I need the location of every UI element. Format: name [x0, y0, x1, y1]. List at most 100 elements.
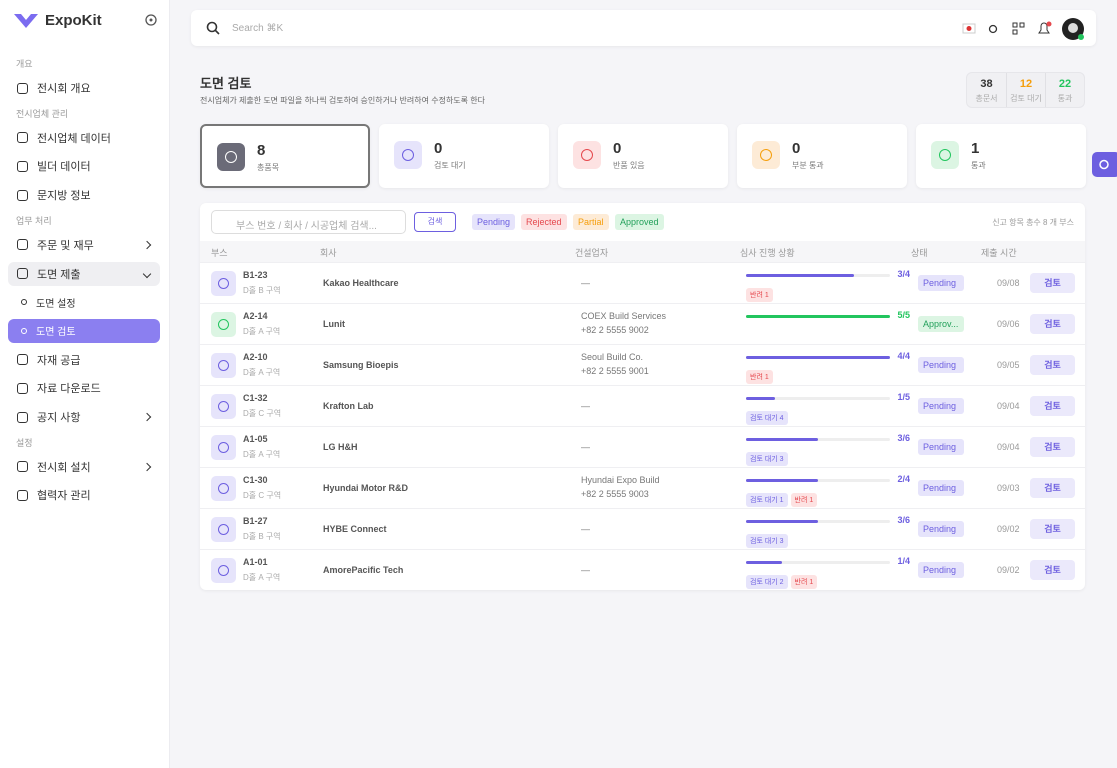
nav-item[interactable]: 전시회 개요 [8, 76, 160, 100]
progress-track [746, 561, 890, 564]
progress-bar [746, 479, 818, 482]
nav-item[interactable]: 도면 설정 [8, 290, 160, 314]
progress-track [746, 438, 890, 441]
search-icon [206, 21, 220, 35]
stat-card: 0 반품 있음 [558, 124, 728, 188]
date: 09/02 [997, 524, 1020, 534]
table-row: A2-14 D홀 A 구역 Lunit COEX Build Services +82 … [200, 303, 1085, 344]
tag: 반려 1 [790, 493, 818, 507]
topbar: Search ⌘K [191, 10, 1096, 46]
column-header: 심사 진행 상황 [740, 248, 795, 258]
builder: — [581, 565, 590, 575]
status: Pending [918, 439, 964, 455]
nav-label: 전시회 설치 [37, 461, 91, 474]
booth-id: C1-30 [243, 475, 268, 485]
tag: 반려 1 [746, 288, 773, 302]
filter-chip[interactable]: Rejected [521, 214, 567, 230]
stat-card: 0 부분 통과 [737, 124, 907, 188]
nav-item[interactable]: 도면 검토 [8, 318, 160, 343]
progress-label: 3/4 [897, 269, 910, 279]
filter-chip[interactable]: Pending [472, 214, 516, 230]
review-button[interactable]: 검토 [1030, 355, 1075, 375]
column-header: 회사 [320, 248, 337, 258]
search-input[interactable]: Search ⌘K [232, 23, 284, 34]
collapse-button[interactable] [145, 14, 157, 26]
progress-label: 3/6 [897, 433, 910, 443]
status: Pending [918, 357, 964, 373]
tag: 검토 대기 1 [746, 493, 788, 507]
nav-item[interactable]: 자재 공급 [8, 348, 160, 372]
nav-item[interactable]: 협력자 관리 [8, 483, 160, 507]
table-row: B1-27 D홀 B 구역 HYBE Connect — 3/6 검토 대기 3 Pendi… [200, 508, 1085, 549]
nav-item[interactable]: 전시업체 데이터 [8, 126, 160, 150]
column-header: 상태 [911, 248, 928, 258]
booth-id: A1-05 [243, 434, 268, 444]
review-button[interactable]: 검토 [1030, 437, 1075, 457]
tags: 반려 1 [746, 284, 776, 302]
section-title: 설정 [16, 437, 33, 448]
settings-fab[interactable] [1092, 152, 1117, 177]
builder: +82 2 5555 9003 [581, 489, 649, 499]
filter-chip[interactable]: Approved [615, 214, 664, 230]
stat-card: 1 통과 [916, 124, 1086, 188]
progress-label: 5/5 [897, 310, 910, 320]
progress-bar [746, 520, 818, 523]
column-header: 제출 시간 [981, 248, 1017, 258]
builder: — [581, 401, 590, 411]
progress-track [746, 520, 890, 523]
tag: 반려 1 [746, 370, 773, 384]
booth-zone: D홀 A 구역 [243, 450, 281, 459]
nav-label: 협력자 관리 [37, 490, 91, 503]
stat-label: 총품목 [257, 163, 280, 172]
summary-item: 12 검토 대기 [1006, 73, 1045, 107]
nav-item[interactable]: 빌더 데이터 [8, 154, 160, 178]
row-icon [211, 517, 236, 542]
nav-label: 도면 설정 [36, 298, 76, 310]
progress-track [746, 479, 890, 482]
booth-zone: D홀 B 구역 [243, 532, 281, 541]
builder: +82 2 5555 9002 [581, 325, 649, 335]
logo [14, 14, 38, 28]
stat-value: 0 [792, 140, 801, 157]
summary-label: 총문서 [975, 94, 998, 103]
page-title: 도면 검토 [200, 76, 252, 91]
nav-item[interactable]: 전시회 설치 [8, 455, 160, 479]
nav-label: 빌더 데이터 [37, 161, 91, 174]
nav-item[interactable]: 공지 사항 [8, 405, 160, 429]
progress-bar [746, 356, 890, 359]
nav-item[interactable]: 문지방 정보 [8, 183, 160, 207]
stat-icon [752, 141, 780, 169]
nav-label: 전시회 개요 [37, 83, 91, 95]
progress-label: 2/4 [897, 474, 910, 484]
filter-chip[interactable]: Partial [573, 214, 609, 230]
progress-label: 1/4 [897, 556, 910, 566]
row-icon [211, 353, 236, 378]
search-button[interactable]: 검색 [414, 212, 456, 232]
review-button[interactable]: 검토 [1030, 519, 1075, 539]
review-button[interactable]: 검토 [1030, 314, 1075, 334]
company: Krafton Lab [323, 401, 374, 411]
company: Samsung Bioepis [323, 360, 399, 370]
nav-label: 공지 사항 [37, 412, 81, 424]
table-row: C1-30 D홀 C 구역 Hyundai Motor R&D Hyundai Exp… [200, 467, 1085, 508]
booth-id: A2-14 [243, 311, 268, 321]
search-field[interactable]: 부스 번호 / 회사 / 시공업체 검색... [211, 210, 406, 234]
progress-label: 4/4 [897, 351, 910, 361]
stat-icon [573, 141, 601, 169]
progress-bar [746, 561, 782, 564]
booth-zone: D홀 A 구역 [243, 573, 281, 582]
nav-item[interactable]: 도면 제출 [8, 261, 160, 286]
nav-item[interactable]: 자료 다운로드 [8, 376, 160, 400]
stat-value: 0 [613, 140, 622, 157]
review-button[interactable]: 검토 [1030, 396, 1075, 416]
date: 09/05 [997, 360, 1020, 370]
booth-id: B1-23 [243, 270, 268, 280]
chevron [142, 269, 152, 278]
review-button[interactable]: 검토 [1030, 560, 1075, 580]
booth-zone: D홀 C 구역 [243, 409, 282, 418]
booth-id: A1-01 [243, 557, 268, 567]
review-button[interactable]: 검토 [1030, 478, 1075, 498]
company: Hyundai Motor R&D [323, 483, 408, 493]
nav-item[interactable]: 주문 및 재무 [8, 233, 160, 257]
review-button[interactable]: 검토 [1030, 273, 1075, 293]
